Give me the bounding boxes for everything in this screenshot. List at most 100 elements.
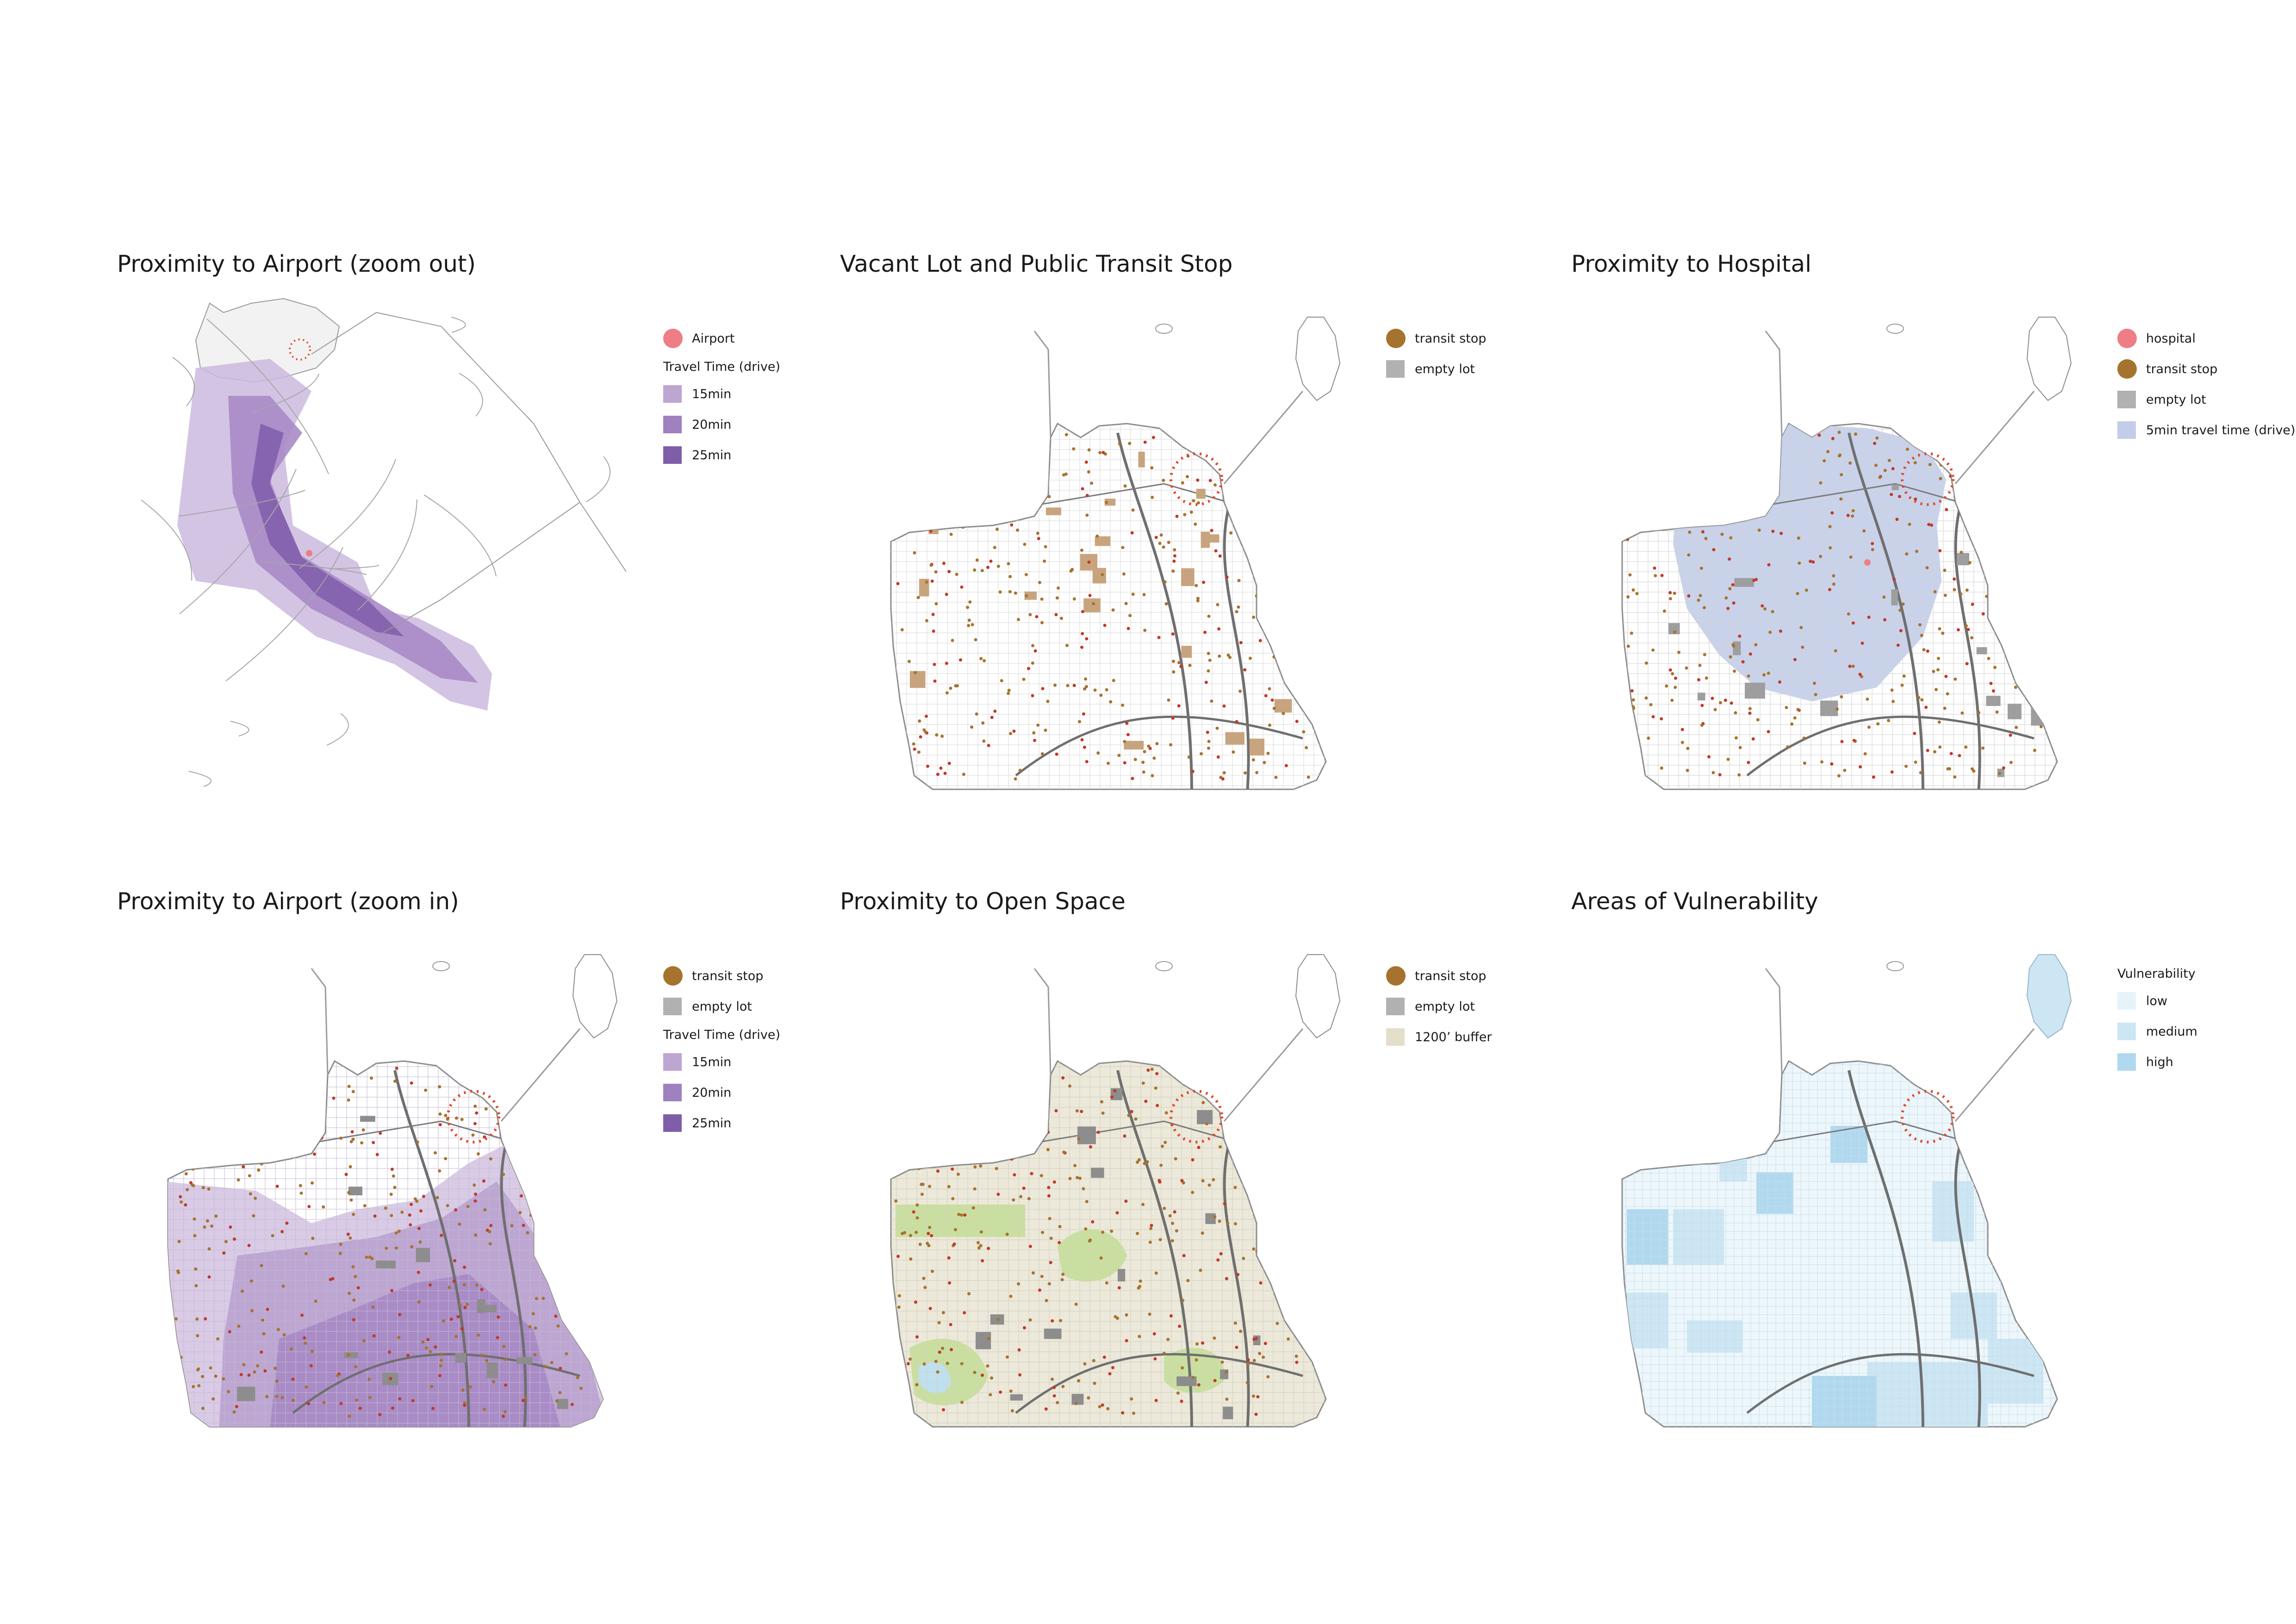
empty-lot-marker [1972, 503, 1989, 513]
transit-stop-marker [1028, 1318, 1032, 1322]
transit-stop-marker [449, 1318, 453, 1321]
transit-stop-marker [1840, 740, 1844, 743]
transit-stop-marker [1035, 615, 1039, 618]
transit-stop-marker [1713, 708, 1717, 712]
transit-stop-marker [1083, 687, 1087, 691]
highway-line [206, 319, 329, 475]
transit-stop-marker [1264, 694, 1268, 698]
vulnerability-area [1756, 1172, 1793, 1214]
transit-stop-marker [260, 1264, 263, 1268]
transit-stop-marker [539, 1108, 542, 1112]
transit-stop-marker [1078, 720, 1081, 724]
transit-stop-marker [267, 1131, 270, 1135]
legend-label: 15min [692, 1055, 732, 1069]
transit-stop-marker [1729, 655, 1732, 659]
transit-stop-marker [298, 1147, 301, 1150]
transit-stop-marker [1009, 1389, 1013, 1393]
transit-stop-marker [972, 1085, 976, 1088]
transit-stop-marker [1901, 602, 1905, 606]
transit-stop-marker [923, 1286, 927, 1289]
transit-stop-marker [986, 1364, 989, 1368]
bay-bridge-line [1223, 1028, 1304, 1122]
empty-lot-marker [1091, 1168, 1104, 1178]
transit-stop-marker [1098, 1405, 1101, 1409]
transit-stop-marker [531, 1312, 535, 1316]
transit-stop-marker [347, 1353, 350, 1356]
transit-stop-marker [1031, 694, 1034, 698]
study-site-circle [1170, 452, 1223, 506]
transit-stop-marker [1266, 1183, 1269, 1187]
transit-stop-marker [378, 1413, 382, 1417]
transit-stop-marker [390, 1168, 394, 1171]
transit-stop-marker [1721, 506, 1724, 510]
transit-stop-marker [917, 750, 921, 754]
transit-stop-marker [473, 1122, 477, 1125]
transit-stop-marker [1057, 586, 1060, 590]
transit-stop-marker [1851, 621, 1855, 625]
transit-stop-marker [565, 1352, 568, 1355]
transit-stop-marker [987, 1247, 990, 1250]
transit-stop-marker [463, 1404, 467, 1407]
panel-title: Vacant Lot and Public Transit Stop [840, 250, 1233, 277]
transit-stop-marker [1701, 530, 1705, 534]
empty-lot-marker [1181, 646, 1192, 658]
transit-stop-marker [1724, 596, 1728, 600]
transit-stop-marker [1164, 1141, 1167, 1144]
transit-stop-marker [1254, 1412, 1258, 1416]
transit-stop-marker [897, 1294, 901, 1298]
transit-stop-marker [1954, 677, 1957, 681]
transit-stop-marker [1259, 1132, 1263, 1136]
transit-stop-marker [1142, 770, 1145, 774]
transit-stop-marker [568, 1183, 572, 1187]
transit-stop-marker [990, 716, 994, 719]
transit-stop-marker [936, 1169, 940, 1173]
transit-stop-marker [1077, 1379, 1081, 1383]
transit-stop-marker [1207, 746, 1210, 750]
transit-stop-marker [1221, 777, 1225, 781]
transit-stop-marker [497, 1315, 500, 1319]
transit-stop-marker [946, 1362, 949, 1365]
transit-stop-marker [1142, 593, 1146, 596]
transit-stop-marker [1960, 550, 1963, 554]
transit-stop-marker [1890, 493, 1893, 496]
empty-lot-marker [1176, 1376, 1197, 1386]
transit-stop-marker [1631, 588, 1635, 592]
transit-stop-marker [1220, 1360, 1224, 1364]
transit-stop-marker [970, 725, 974, 729]
transit-stop-marker [1045, 1299, 1048, 1302]
transit-stop-marker [1207, 1183, 1211, 1187]
transit-stop-marker [466, 1303, 469, 1306]
transit-stop-marker [241, 1091, 244, 1094]
transit-stop-marker [1732, 601, 1736, 605]
transit-stop-marker [295, 1066, 299, 1069]
transit-stop-marker [1767, 563, 1771, 567]
transit-stop-marker [541, 1297, 545, 1300]
transit-stop-marker [247, 1374, 251, 1377]
transit-stop-marker [925, 714, 928, 718]
vulnerability-area [1812, 1376, 1877, 1427]
alcatraz-outline [1886, 961, 1904, 971]
treasure-island-outline [1295, 317, 1341, 401]
transit-stop-marker [1219, 1088, 1223, 1092]
transit-stop-marker [1141, 1203, 1145, 1206]
transit-stop-marker [1016, 528, 1019, 532]
transit-stop-marker [1697, 678, 1700, 681]
transit-stop-marker [1027, 1197, 1031, 1200]
transit-stop-marker [1307, 775, 1310, 779]
transit-stop-marker [952, 503, 956, 506]
transit-stop-marker [922, 1362, 926, 1366]
transit-stop-marker [321, 1066, 324, 1069]
transit-stop-marker [1295, 672, 1299, 675]
transit-stop-marker [974, 485, 977, 488]
transit-stop-marker [564, 1239, 567, 1243]
transit-stop-marker [1090, 481, 1094, 485]
legend-square-swatch [663, 1053, 682, 1071]
transit-stop-marker [1217, 627, 1221, 631]
legend-square-swatch [663, 385, 682, 403]
transit-stop-marker [387, 1350, 391, 1354]
transit-stop-marker [229, 1225, 232, 1229]
transit-stop-marker [248, 1174, 251, 1178]
transit-stop-marker [1199, 1268, 1202, 1272]
transit-stop-marker [1761, 604, 1764, 608]
transit-stop-marker [1155, 1072, 1159, 1075]
